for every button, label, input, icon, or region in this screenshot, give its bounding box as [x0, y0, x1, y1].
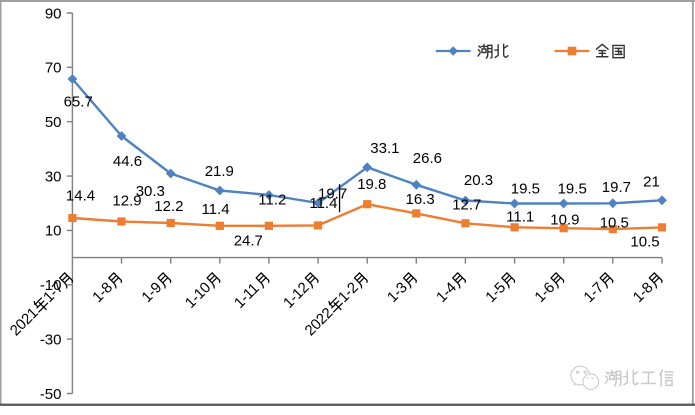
- svg-text:30: 30: [45, 168, 62, 185]
- svg-text:11.4: 11.4: [201, 201, 229, 218]
- svg-text:14.4: 14.4: [66, 187, 95, 204]
- svg-text:-30: -30: [40, 331, 62, 348]
- svg-text:12.2: 12.2: [154, 198, 183, 215]
- svg-text:10.5: 10.5: [600, 215, 629, 232]
- svg-text:44.6: 44.6: [113, 153, 142, 170]
- svg-text:20.3: 20.3: [464, 172, 493, 189]
- svg-text:26.6: 26.6: [413, 150, 442, 167]
- svg-text:70: 70: [45, 60, 62, 77]
- svg-text:30.3: 30.3: [136, 183, 165, 200]
- svg-text:19.8: 19.8: [357, 176, 386, 193]
- svg-text:11.2: 11.2: [258, 191, 286, 208]
- svg-text:65.7: 65.7: [64, 94, 93, 111]
- svg-text:12.9: 12.9: [112, 193, 141, 210]
- svg-text:21: 21: [643, 173, 660, 190]
- svg-text:-50: -50: [40, 386, 62, 403]
- svg-text:16.3: 16.3: [405, 191, 434, 208]
- svg-text:10.9: 10.9: [550, 211, 579, 228]
- svg-text:11.4: 11.4: [309, 195, 337, 212]
- svg-text:21.9: 21.9: [205, 163, 234, 180]
- svg-text:10: 10: [45, 223, 62, 240]
- svg-text:19.7: 19.7: [602, 179, 631, 196]
- svg-text:10.5: 10.5: [630, 233, 659, 250]
- svg-text:12.7: 12.7: [452, 196, 481, 213]
- svg-text:-10: -10: [40, 277, 62, 294]
- svg-text:33.1: 33.1: [370, 140, 399, 157]
- svg-text:90: 90: [45, 5, 62, 22]
- svg-text:24.7: 24.7: [234, 233, 263, 250]
- svg-text:19.5: 19.5: [558, 181, 587, 198]
- svg-text:11.1: 11.1: [506, 208, 534, 225]
- svg-text:50: 50: [45, 114, 62, 131]
- svg-text:19.5: 19.5: [511, 181, 540, 198]
